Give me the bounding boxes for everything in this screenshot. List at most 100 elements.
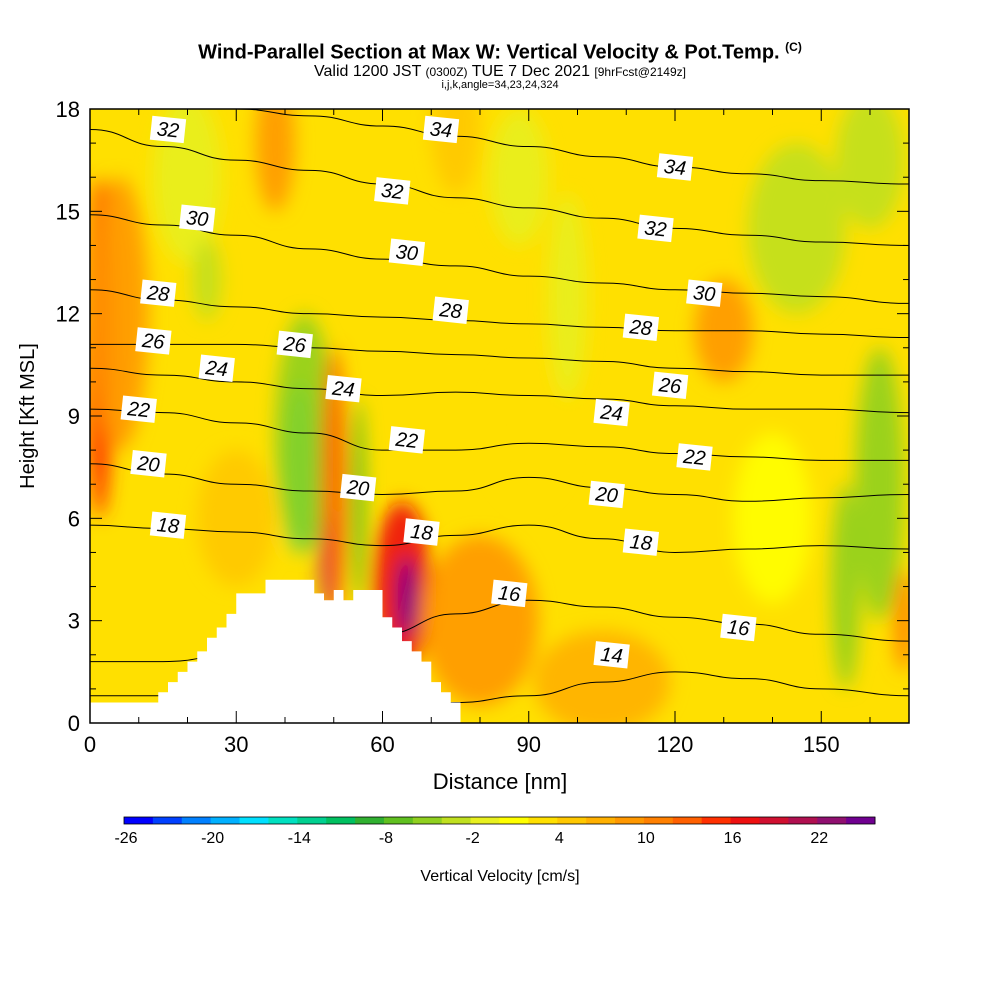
contour-label-box	[388, 426, 426, 454]
terrain-mask	[90, 579, 461, 723]
contour-label-box	[637, 214, 674, 243]
velocity-cell-8	[321, 347, 346, 621]
y-tick-label: 3	[68, 609, 80, 634]
velocity-cell-12	[421, 535, 539, 706]
contour-label-1: 34	[422, 115, 460, 144]
contour-label-19: 22	[676, 443, 713, 471]
contour-label-box	[198, 354, 235, 382]
valid-time-line: Valid 1200 JST (0300Z) TUE 7 Dec 2021 [9…	[0, 63, 1000, 80]
colorbar-tick-label: -8	[379, 830, 393, 847]
contour-label-box	[276, 330, 313, 359]
contour-label-box	[339, 473, 377, 502]
colorbar-tick-label: 4	[555, 830, 564, 847]
contour-label-box	[149, 511, 187, 539]
contour-label-box	[120, 395, 157, 423]
colorbar-swatch	[297, 817, 327, 824]
contour-label-15: 26	[651, 371, 689, 400]
chart-title: Wind-Parallel Section at Max W: Vertical…	[0, 36, 1000, 64]
y-tick-label: 6	[68, 506, 80, 531]
theta-contour-22	[90, 408, 909, 461]
vertical-velocity-field	[90, 109, 909, 723]
colorbar-swatch	[528, 817, 558, 824]
theta-contour-18	[90, 524, 909, 553]
colorbar-title: Vertical Velocity [cm/s]	[420, 868, 579, 885]
contour-label-20: 20	[130, 450, 167, 478]
contour-label-text: 32	[156, 118, 180, 142]
plot-area: 32 34 34 32 30 32 30 28 30 28 28 26 26 24 24 26 22 24 22 22…	[89, 108, 910, 724]
y-tick-label: 0	[68, 711, 80, 736]
contour-label-25: 18	[622, 528, 660, 556]
contour-label-box	[422, 115, 460, 144]
contour-label-text: 20	[593, 483, 618, 507]
contour-label-box	[622, 528, 660, 556]
contour-label-text: 22	[394, 429, 419, 453]
contour-label-box	[403, 518, 440, 546]
colorbar-swatch	[152, 817, 183, 824]
contour-label-6: 30	[388, 238, 426, 266]
x-tick-label: 0	[84, 732, 96, 757]
contour-label-box	[593, 641, 630, 669]
y-axis-title: Height [Kft MSL]	[17, 343, 39, 489]
contour-label-11: 26	[135, 327, 172, 355]
velocity-cell-18	[748, 143, 846, 314]
colorbar-swatch	[586, 817, 616, 824]
contour-label-text: 32	[380, 180, 404, 204]
colorbar-tick-label: 10	[637, 830, 655, 847]
contour-label-text: 28	[145, 282, 170, 306]
contour-label-box	[593, 398, 630, 427]
contour-label-21: 20	[339, 473, 377, 502]
contour-label-12: 26	[276, 330, 313, 359]
contour-label-text: 18	[156, 514, 180, 538]
contour-label-18: 22	[388, 426, 426, 454]
contour-label-28: 14	[593, 641, 630, 669]
contour-label-23: 18	[149, 511, 187, 539]
colorbar-tick-label: 22	[810, 830, 828, 847]
contour-label-text: 30	[692, 282, 716, 306]
colorbar-swatch	[412, 817, 443, 824]
contour-label-text: 34	[663, 156, 687, 180]
contour-label-text: 22	[681, 446, 706, 470]
chart-title-text: Wind-Parallel Section at Max W: Vertical…	[198, 41, 780, 64]
contour-label-text: 32	[643, 217, 667, 241]
contour-label-text: 16	[726, 616, 751, 640]
contour-label-text: 30	[395, 241, 419, 265]
contour-label-box	[656, 153, 694, 181]
x-tick-label: 90	[517, 732, 541, 757]
velocity-cell-11	[397, 555, 417, 638]
colorbar-swatch	[846, 817, 876, 824]
theta-contour-24	[90, 367, 909, 414]
contour-labels: 32 34 34 32 30 32 30 28 30 28 28 26 26 24 24 26 22 24 22 22…	[120, 115, 757, 669]
contour-label-box	[720, 613, 757, 642]
contour-label-box	[374, 177, 411, 205]
contour-label-5: 32	[637, 214, 674, 243]
contour-label-box	[179, 204, 216, 232]
contour-label-text: 16	[497, 582, 522, 606]
colorbar-swatch	[788, 817, 818, 824]
colorbar-swatch	[817, 817, 847, 824]
colorbar-swatch	[210, 817, 241, 824]
velocity-cell-24	[489, 364, 568, 502]
contour-label-0: 32	[149, 115, 187, 144]
colorbar-swatch	[759, 817, 789, 824]
x-tick-label: 60	[370, 732, 394, 757]
contour-label-box	[149, 115, 187, 144]
colorbar-swatch	[470, 817, 500, 824]
contour-label-text: 24	[330, 377, 355, 401]
colorbar-tick-label: -14	[288, 830, 311, 847]
colorbar-swatch	[181, 817, 212, 824]
velocity-cell-15	[548, 194, 588, 399]
velocity-cell-16	[533, 630, 671, 723]
velocity-cell-3	[192, 238, 222, 321]
velocity-cell-20	[831, 484, 861, 689]
colorbar-swatch	[672, 817, 703, 824]
copyright-mark: (C)	[785, 40, 802, 54]
velocity-cell-19	[835, 109, 905, 229]
contour-label-4: 30	[179, 204, 216, 232]
contour-label-13: 24	[198, 354, 235, 382]
potential-temperature-contours	[90, 109, 909, 710]
y-axis: 0 3 6 9 12 15 18	[56, 97, 909, 736]
theta-contour-32	[90, 128, 909, 246]
velocity-cell-25	[197, 450, 276, 587]
contour-label-text: 22	[125, 398, 150, 422]
